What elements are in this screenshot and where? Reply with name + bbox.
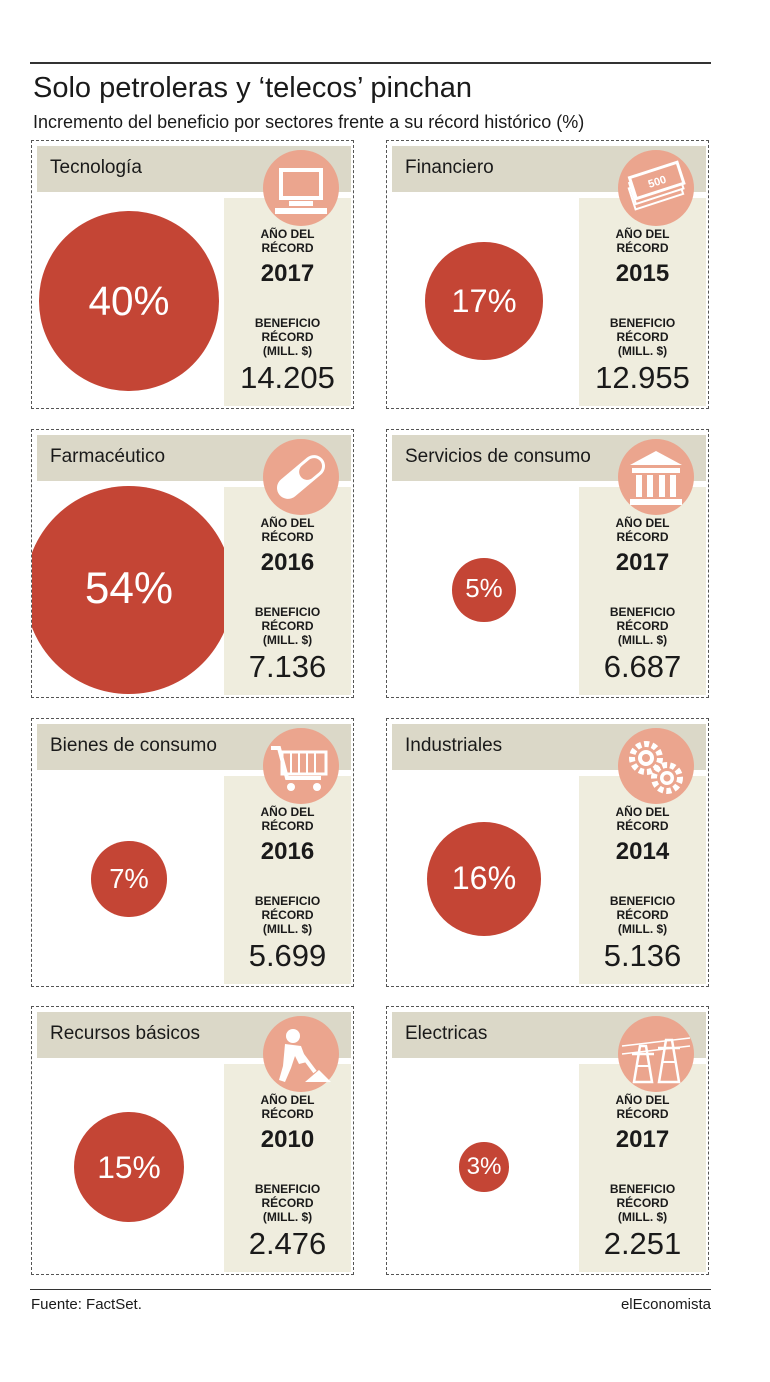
percent-label: 7% [109, 863, 149, 895]
year-label: AÑO DEL RÉCORD [615, 1093, 670, 1121]
record-year: 2015 [615, 260, 670, 287]
record-panel: AÑO DEL RÉCORD 2016 BENEFICIO RÉCORD (MILL… [224, 487, 351, 695]
record-panel: AÑO DEL RÉCORD 2017 BENEFICIO RÉCORD (MILL… [579, 487, 706, 695]
record-year: 2014 [615, 838, 670, 865]
sector-name: Servicios de consumo [405, 446, 591, 467]
percent-label: 17% [451, 282, 517, 320]
profit-label: BENEFICIO RÉCORD (MILL. $) [609, 1182, 676, 1224]
record-panel: AÑO DEL RÉCORD 2017 BENEFICIO RÉCORD (MILL… [579, 1064, 706, 1272]
sector-card: 16% Industriales AÑO DEL RÉCORD 2014 BENEFIC… [386, 718, 709, 987]
record-year: 2016 [260, 838, 315, 865]
value-bubble [425, 242, 543, 360]
record-panel: AÑO DEL RÉCORD 2015 BENEFICIO RÉCORD (MILL… [579, 198, 706, 406]
record-year: 2017 [615, 549, 670, 576]
record-panel: AÑO DEL RÉCORD 2010 BENEFICIO RÉCORD (MILL… [224, 1064, 351, 1272]
sector-card: 5% Servicios de consumo AÑO DEL RÉCORD 2017… [386, 429, 709, 698]
brand-logo-text: elEconomista [620, 1296, 711, 1313]
svg-text:500: 500 [647, 174, 668, 191]
record-profit: 5.136 [603, 938, 682, 973]
value-bubble [91, 841, 167, 917]
record-profit: 7.136 [248, 649, 327, 684]
record-profit: 5.699 [248, 938, 327, 973]
sector-card: 17% Financiero AÑO DEL RÉCORD 2015 BENEFICIO… [386, 140, 709, 409]
record-profit: 6.687 [603, 649, 682, 684]
record-panel: AÑO DEL RÉCORD 2016 BENEFICIO RÉCORD (MILL… [224, 776, 351, 984]
percent-label: 5% [465, 574, 503, 603]
sector-name: Electricas [405, 1023, 488, 1044]
record-profit: 2.476 [248, 1226, 327, 1261]
percent-label: 15% [97, 1148, 161, 1185]
sector-name: Tecnología [50, 157, 142, 178]
sector-name: Industriales [405, 735, 503, 756]
percent-label: 16% [451, 860, 517, 897]
top-rule [30, 62, 711, 64]
record-profit: 14.205 [240, 360, 335, 395]
record-panel: AÑO DEL RÉCORD 2014 BENEFICIO RÉCORD (MILL… [579, 776, 706, 984]
miner-icon [263, 1016, 339, 1092]
chart-subtitle: Incremento del beneficio por sectores fr… [33, 112, 585, 132]
sector-name: Farmacéutico [50, 446, 166, 467]
source-note: Fuente: FactSet. [31, 1296, 142, 1313]
shopping-cart-icon [263, 728, 339, 804]
profit-label: BENEFICIO RÉCORD (MILL. $) [609, 605, 676, 647]
year-label: AÑO DEL RÉCORD [260, 805, 315, 833]
sector-card: 7% Bienes de consumo AÑO DEL RÉCORD 2016 BEN… [31, 718, 354, 987]
year-label: AÑO DEL RÉCORD [615, 516, 670, 544]
pill-icon [263, 439, 339, 515]
year-label: AÑO DEL RÉCORD [260, 516, 315, 544]
year-label: AÑO DEL RÉCORD [260, 1093, 315, 1121]
value-bubble [452, 558, 516, 622]
building-icon [618, 439, 694, 515]
value-bubble [427, 822, 541, 936]
sector-name: Bienes de consumo [50, 735, 217, 756]
record-profit: 2.251 [603, 1226, 682, 1261]
value-bubble [39, 211, 219, 391]
profit-label: BENEFICIO RÉCORD (MILL. $) [254, 1182, 321, 1224]
bottom-rule [30, 1289, 711, 1290]
chart-title: Solo petroleras y ‘telecos’ pinchan [33, 72, 473, 104]
gears-icon [618, 728, 694, 804]
percent-label: 3% [466, 1152, 502, 1180]
value-bubble [74, 1112, 184, 1222]
record-year: 2017 [615, 1126, 670, 1153]
record-panel: AÑO DEL RÉCORD 2017 BENEFICIO RÉCORD (MILL… [224, 198, 351, 406]
banknotes-icon: 500 [618, 150, 694, 226]
sector-card: 54% Farmacéutico AÑO DEL RÉCORD 2016 BENEFIC… [31, 429, 354, 698]
record-profit: 12.955 [595, 360, 690, 395]
percent-label: 40% [88, 277, 170, 324]
record-year: 2010 [260, 1126, 315, 1153]
sector-name: Financiero [405, 157, 494, 178]
record-year: 2016 [260, 549, 315, 576]
profit-label: BENEFICIO RÉCORD (MILL. $) [609, 894, 676, 936]
value-bubble [459, 1142, 509, 1192]
computer-icon [263, 150, 339, 226]
value-bubble [32, 485, 234, 695]
year-label: AÑO DEL RÉCORD [615, 805, 670, 833]
sector-card: 40% Tecnología AÑO DEL RÉCORD 2017 BENEFICIO… [31, 140, 354, 409]
sector-card: 3% Electricas AÑO DEL RÉCORD 2017 BENEFICIO … [386, 1006, 709, 1275]
year-label: AÑO DEL RÉCORD [615, 227, 670, 255]
record-year: 2017 [260, 260, 315, 287]
power-tower-icon [618, 1016, 694, 1092]
year-label: AÑO DEL RÉCORD [260, 227, 315, 255]
sector-card: 15% Recursos básicos AÑO DEL RÉCORD 2010 BEN… [31, 1006, 354, 1275]
sector-name: Recursos básicos [50, 1023, 200, 1044]
profit-label: BENEFICIO RÉCORD (MILL. $) [254, 605, 321, 647]
percent-label: 54% [84, 564, 174, 614]
profit-label: BENEFICIO RÉCORD (MILL. $) [254, 316, 321, 358]
profit-label: BENEFICIO RÉCORD (MILL. $) [609, 316, 676, 358]
profit-label: BENEFICIO RÉCORD (MILL. $) [254, 894, 321, 936]
